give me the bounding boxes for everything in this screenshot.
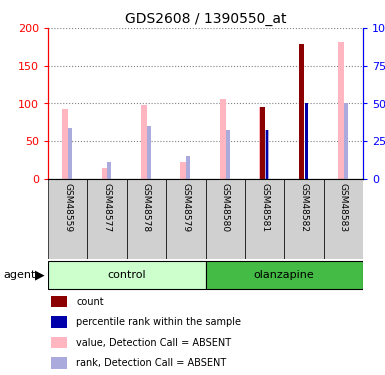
Text: rank, Detection Call = ABSENT: rank, Detection Call = ABSENT bbox=[76, 358, 227, 368]
Bar bbox=[51, 296, 67, 307]
Bar bbox=[51, 316, 67, 328]
Text: count: count bbox=[76, 297, 104, 307]
Bar bbox=[51, 337, 67, 348]
Bar bbox=[186, 156, 190, 179]
Bar bbox=[344, 103, 348, 179]
Bar bbox=[48, 179, 87, 259]
Text: olanzapine: olanzapine bbox=[254, 270, 315, 280]
Text: percentile rank within the sample: percentile rank within the sample bbox=[76, 317, 241, 327]
Bar bbox=[305, 103, 308, 179]
Bar bbox=[147, 126, 151, 179]
Bar bbox=[141, 105, 147, 179]
Text: GSM48582: GSM48582 bbox=[300, 183, 308, 232]
Text: agent: agent bbox=[4, 270, 36, 280]
Title: GDS2608 / 1390550_at: GDS2608 / 1390550_at bbox=[125, 12, 286, 26]
Bar bbox=[265, 130, 269, 179]
Bar bbox=[62, 109, 68, 179]
Bar bbox=[260, 107, 264, 179]
Bar bbox=[266, 130, 268, 179]
Bar bbox=[259, 107, 265, 179]
Bar bbox=[206, 261, 363, 290]
Bar bbox=[226, 130, 229, 179]
Bar bbox=[107, 162, 111, 179]
Text: control: control bbox=[107, 270, 146, 280]
Bar bbox=[324, 179, 363, 259]
Text: GSM48578: GSM48578 bbox=[142, 183, 151, 232]
Bar bbox=[299, 44, 304, 179]
Bar bbox=[102, 168, 108, 179]
Text: GSM48579: GSM48579 bbox=[181, 183, 190, 232]
Bar bbox=[338, 42, 344, 179]
Bar bbox=[127, 179, 166, 259]
Text: GSM48580: GSM48580 bbox=[221, 183, 230, 232]
Bar bbox=[220, 99, 226, 179]
Bar bbox=[206, 179, 245, 259]
Text: value, Detection Call = ABSENT: value, Detection Call = ABSENT bbox=[76, 338, 231, 348]
Bar bbox=[48, 261, 206, 290]
Bar bbox=[245, 179, 284, 259]
Bar bbox=[68, 128, 72, 179]
Text: GSM48559: GSM48559 bbox=[63, 183, 72, 232]
Bar bbox=[181, 162, 186, 179]
Text: GSM48581: GSM48581 bbox=[260, 183, 269, 232]
Bar bbox=[166, 179, 206, 259]
Text: GSM48583: GSM48583 bbox=[339, 183, 348, 232]
Bar bbox=[284, 179, 324, 259]
Text: ▶: ▶ bbox=[35, 268, 44, 282]
Text: GSM48577: GSM48577 bbox=[102, 183, 112, 232]
Bar bbox=[87, 179, 127, 259]
Bar bbox=[51, 357, 67, 369]
